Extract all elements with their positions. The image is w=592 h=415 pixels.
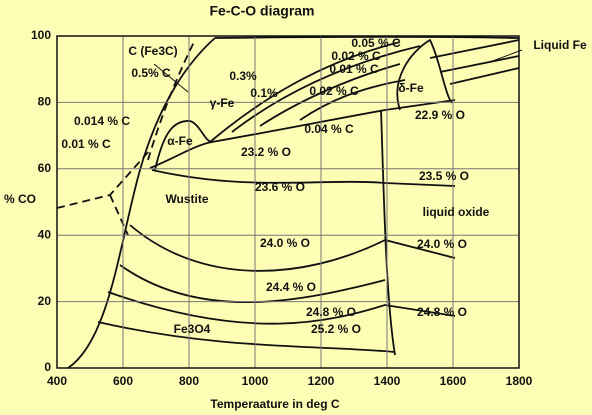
x-tick-label: 1600 — [440, 374, 467, 388]
annotation: 0.3% — [229, 69, 257, 83]
annotation: 24.0 % O — [417, 237, 467, 251]
annotation: 24.0 % O — [260, 236, 310, 250]
dashed-boundary — [109, 194, 129, 236]
y-tick-label: 60 — [38, 161, 52, 175]
delta-region — [396, 38, 453, 111]
annotation: 0.02 % C — [309, 84, 359, 98]
x-tick-label: 1000 — [242, 374, 269, 388]
y-tick-label: 0 — [44, 360, 51, 374]
x-axis-label: Temperaature in deg C — [210, 397, 339, 411]
iso-line — [209, 41, 401, 143]
annotation: δ-Fe — [398, 81, 424, 95]
annotation: liquid oxide — [423, 205, 490, 219]
x-tick-label: 1400 — [374, 374, 401, 388]
annotation: C (Fe3C) — [128, 44, 177, 58]
chart-title: Fe-C-O diagram — [209, 3, 314, 19]
annotation: 0.05 % C — [351, 36, 401, 50]
annotation: 0.01 % C — [329, 62, 379, 76]
annotation: Liquid Fe — [533, 38, 587, 52]
pointer-arrow — [489, 49, 523, 63]
pointer-arrow — [153, 63, 189, 93]
annotation: α-Fe — [167, 134, 193, 148]
x-tick-label: 600 — [113, 374, 133, 388]
annotation: 23.5 % O — [419, 169, 469, 183]
iso-line — [299, 79, 406, 121]
x-tick-label: 1800 — [506, 374, 533, 388]
y-tick-label: 40 — [38, 227, 52, 241]
y-tick-label: 80 — [38, 95, 52, 109]
annotation: 24.8 % O — [306, 305, 356, 319]
plot-frame — [56, 35, 520, 369]
annotation: 0.1% — [250, 86, 278, 100]
x-tick-label: 800 — [179, 374, 199, 388]
liquid-line — [449, 67, 520, 85]
annotation: 0.02 % C — [331, 49, 381, 63]
top-boundary — [214, 35, 520, 39]
iso-line — [151, 169, 456, 187]
annotation: 24.8 % O — [417, 305, 467, 319]
dashed-boundary — [147, 39, 196, 161]
iso-line — [231, 45, 421, 133]
alpha-region — [154, 120, 213, 171]
annotation: 23.2 % O — [241, 145, 291, 159]
annotation: 0.04 % C — [304, 122, 354, 136]
iso-line — [107, 291, 456, 325]
annotation: γ-Fe — [210, 96, 235, 110]
annotation: 24.4 % O — [266, 280, 316, 294]
iso-line — [97, 321, 396, 353]
annotation: Fe3O4 — [174, 322, 211, 336]
x-tick-label: 400 — [47, 374, 67, 388]
annotation: 25.2 % O — [311, 322, 361, 336]
annotation: 23.6 % O — [255, 180, 305, 194]
annotation: 0.01 % C — [61, 137, 111, 151]
y-tick-label: 100 — [31, 28, 51, 42]
annotation: Wustite — [165, 192, 208, 206]
annotation: 22.9 % O — [415, 108, 465, 122]
y-tick-label: 20 — [38, 294, 52, 308]
liquid-boundary — [380, 109, 396, 356]
x-tick-label: 1200 — [308, 374, 335, 388]
y-axis-label: % CO — [4, 192, 36, 206]
iso-line — [129, 224, 456, 272]
liquid-line — [429, 39, 520, 59]
wustite-boundary — [149, 99, 456, 169]
iso-line — [259, 63, 401, 127]
curves — [56, 35, 520, 369]
annotation: 0.014 % C — [74, 114, 130, 128]
